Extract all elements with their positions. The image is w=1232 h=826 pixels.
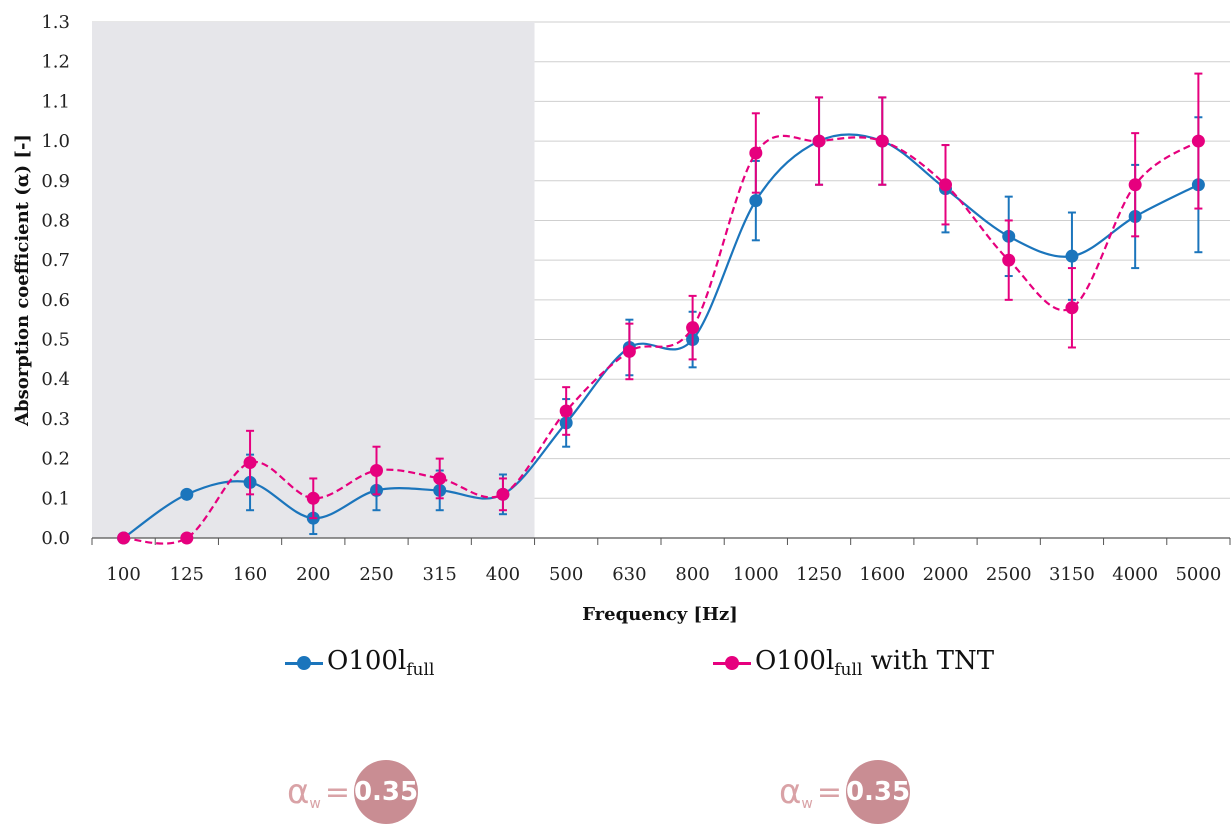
y-tick-label: 0.6 <box>41 290 70 311</box>
x-tick-label: 200 <box>296 564 330 585</box>
data-point <box>939 178 952 192</box>
data-point <box>370 464 383 478</box>
y-axis-title: Absorption coefficient (α) [-] <box>12 134 33 427</box>
legend-marker-series-1 <box>285 655 323 671</box>
x-tick-label: 250 <box>359 564 393 585</box>
x-tick-label: 800 <box>675 564 709 585</box>
x-tick-label: 630 <box>612 564 646 585</box>
x-tick-label: 125 <box>170 564 204 585</box>
y-tick-label: 0.1 <box>41 488 70 509</box>
series <box>117 72 1205 545</box>
x-tick-label: 1600 <box>859 564 905 585</box>
data-point <box>559 404 573 418</box>
x-tick-label: 160 <box>233 564 267 585</box>
y-tick-label: 1.1 <box>41 91 70 112</box>
x-axis-title: Frequency [Hz] <box>582 604 738 625</box>
x-tick-label: 1250 <box>796 564 842 585</box>
x-tick-label: 100 <box>106 564 140 585</box>
y-tick-label: 0.9 <box>41 171 70 192</box>
x-tick-label: 5000 <box>1175 564 1221 585</box>
alpha-subscript: w <box>309 796 321 812</box>
y-tick-label: 0.5 <box>41 330 70 351</box>
legend-marker-series-2 <box>713 655 751 671</box>
alpha-symbol: α <box>779 772 802 812</box>
data-point <box>1065 249 1079 263</box>
x-tick-label: 4000 <box>1112 564 1158 585</box>
data-point <box>180 531 194 545</box>
x-tick-label: 2000 <box>923 564 969 585</box>
data-point <box>749 194 763 208</box>
weighted-alpha-badge-1: α w = 0.35 <box>287 760 418 824</box>
data-point <box>1128 178 1142 192</box>
equals-sign: = <box>324 774 351 810</box>
data-point <box>686 321 700 335</box>
alpha-subscript: w <box>801 796 813 812</box>
alpha-value-circle: 0.35 <box>354 760 418 824</box>
data-point <box>1065 301 1079 315</box>
alpha-symbol: α <box>287 772 310 812</box>
data-point <box>812 134 826 148</box>
data-point <box>496 487 510 501</box>
legend-label-series-1: O100lfull <box>327 646 435 681</box>
data-point <box>117 531 131 545</box>
equals-sign: = <box>816 774 843 810</box>
x-tick-label: 315 <box>423 564 457 585</box>
y-tick-label: 1.3 <box>41 12 70 33</box>
series-2 <box>117 72 1205 545</box>
y-tick-label: 0.2 <box>41 449 70 470</box>
data-point <box>1002 253 1016 267</box>
data-point <box>749 146 763 160</box>
data-point <box>243 456 257 470</box>
shaded-region-rect <box>92 22 535 538</box>
absorption-chart: 0.0 0.1 0.2 0.3 0.4 0.5 0.6 0.7 0.8 0.9 1.0 1.1 1.2 1… <box>12 12 1231 625</box>
data-point <box>1191 134 1205 148</box>
y-tick-label: 0.3 <box>41 409 70 430</box>
x-tick-label: 400 <box>486 564 520 585</box>
data-point <box>622 344 636 358</box>
y-tick-label: 1.2 <box>41 52 70 73</box>
legend-label-series-2: O100lfull with TNT <box>755 646 995 681</box>
data-point <box>306 491 320 505</box>
x-tick-label: 2500 <box>986 564 1032 585</box>
shaded-region <box>92 22 535 538</box>
legend-item-series-1: O100lfull <box>285 646 434 680</box>
alpha-value-circle: 0.35 <box>846 760 910 824</box>
axes: 0.0 0.1 0.2 0.3 0.4 0.5 0.6 0.7 0.8 0.9 1.0 1.1 1.2 1… <box>41 12 1231 585</box>
x-tick-label: 500 <box>549 564 583 585</box>
data-point <box>875 134 889 148</box>
x-tick-label: 3150 <box>1049 564 1095 585</box>
legend-item-series-2: O100lfull with TNT <box>713 646 994 680</box>
data-point <box>433 471 447 485</box>
weighted-alpha-badge-2: α w = 0.35 <box>779 760 910 824</box>
y-tick-label: 1.0 <box>41 131 70 152</box>
x-tick-label: 1000 <box>733 564 779 585</box>
y-tick-label: 0.8 <box>41 210 70 231</box>
y-tick-label: 0.7 <box>41 250 70 271</box>
y-tick-label: 0.4 <box>41 369 70 390</box>
data-point <box>180 487 194 501</box>
y-tick-label: 0.0 <box>41 528 70 549</box>
